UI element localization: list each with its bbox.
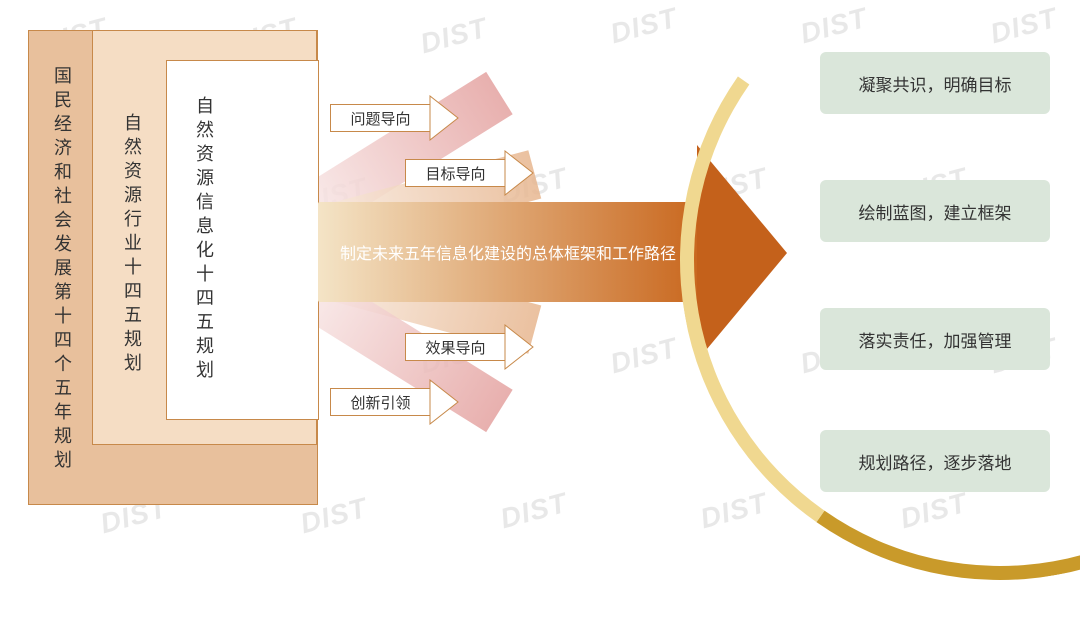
small-arrow-label: 目标导向 — [405, 159, 505, 187]
mid-plan-label: 自然资源行业十四五规划 — [118, 95, 146, 395]
watermark-text: DIST — [497, 487, 571, 535]
watermark-text: DIST — [417, 12, 491, 60]
outcome-box: 规划路径，逐步落地 — [820, 430, 1050, 492]
small-arrow-label: 创新引领 — [330, 388, 430, 416]
outcome-box: 落实责任，加强管理 — [820, 308, 1050, 370]
arrow-head-icon — [504, 150, 534, 196]
watermark-text: DIST — [607, 2, 681, 50]
arrow-head-icon — [429, 95, 459, 141]
watermark-text: DIST — [697, 487, 771, 535]
watermark-text: DIST — [607, 332, 681, 380]
small-arrow-label: 效果导向 — [405, 333, 505, 361]
big-arrow-body: 制定未来五年信息化建设的总体框架和工作路径 — [318, 202, 698, 302]
big-arrow-label: 制定未来五年信息化建设的总体框架和工作路径 — [340, 240, 676, 264]
outcome-box: 绘制蓝图，建立框架 — [820, 180, 1050, 242]
small-arrow-label: 问题导向 — [330, 104, 430, 132]
outer-plan-label: 国民经济和社会发展第十四个五年规划 — [48, 50, 76, 490]
inner-plan-box — [166, 60, 319, 420]
arrow-head-icon — [504, 324, 534, 370]
outcome-box: 凝聚共识，明确目标 — [820, 52, 1050, 114]
inner-plan-label: 自然资源信息化十四五规划 — [190, 80, 218, 400]
arrow-head-icon — [429, 379, 459, 425]
